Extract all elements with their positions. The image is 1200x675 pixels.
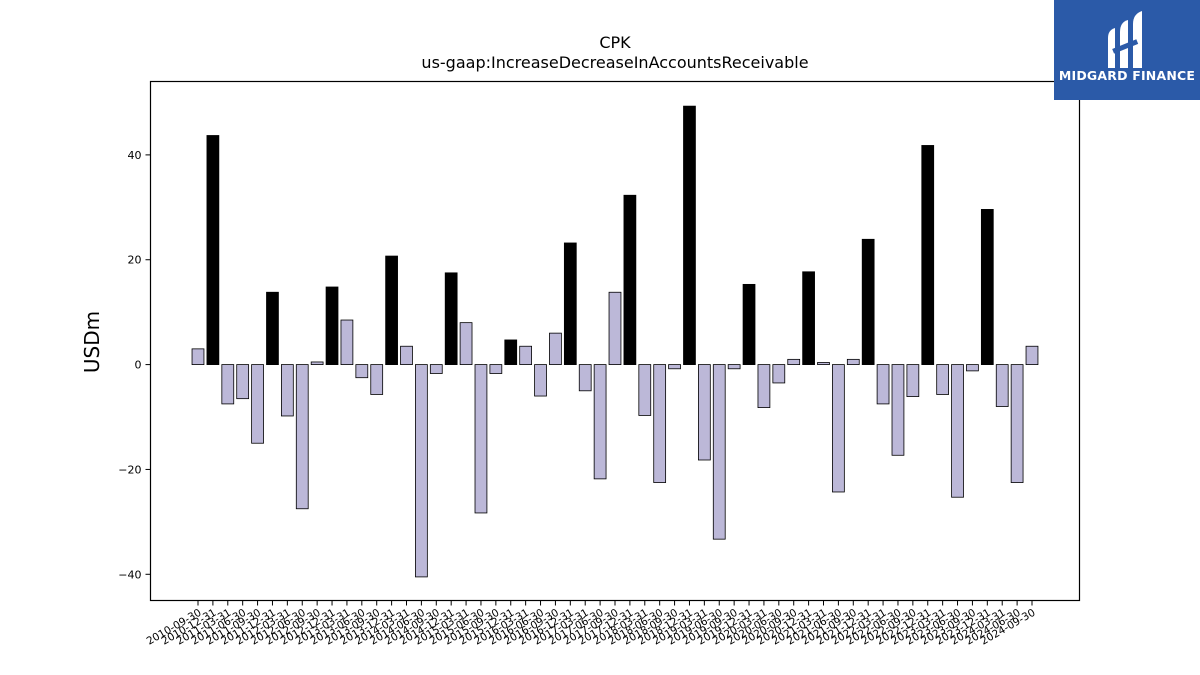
bar-2016-03-31: [519, 345, 533, 365]
bar-2019-09-30: [727, 364, 741, 370]
bar-2018-12-31: [683, 105, 696, 365]
bar-2014-06-30: [415, 364, 428, 578]
bar-2021-09-30: [846, 358, 860, 365]
bar-2012-12-31: [325, 286, 339, 365]
chart-subtitle: us-gaap:IncreaseDecreaseInAccountsReceiv…: [421, 53, 808, 72]
bar-2012-03-31: [280, 364, 294, 417]
bar-2016-06-30: [534, 364, 547, 397]
y-tick-label: −40: [118, 568, 141, 581]
bar-2018-09-30: [668, 364, 681, 370]
bar-2011-12-31: [266, 291, 279, 365]
bar-2015-12-31: [504, 339, 518, 365]
bar-2023-06-30: [951, 364, 964, 498]
bar-2019-06-30: [712, 364, 726, 540]
bar-2024-09-30: [1025, 345, 1039, 365]
bar-2011-03-31: [221, 364, 235, 405]
bar-2014-03-31: [400, 345, 413, 365]
bar-2012-06-30: [295, 364, 309, 510]
bar-2024-03-31: [995, 364, 1009, 407]
bar-2022-12-31: [921, 145, 935, 365]
bar-2014-12-31: [444, 272, 458, 365]
bar-2019-03-31: [698, 364, 711, 461]
x-axis: 2010-09-302010-12-312011-03-312011-06-30…: [145, 600, 1038, 648]
y-tick-label: 40: [128, 149, 142, 162]
bar-2011-06-30: [236, 364, 250, 400]
bar-2023-12-31: [980, 209, 994, 365]
bar-2020-03-31: [757, 364, 771, 408]
bar-2016-09-30: [549, 332, 562, 365]
plot-frame: [149, 80, 1081, 602]
bar-2015-06-30: [474, 364, 488, 514]
bar-2013-06-30: [355, 364, 369, 379]
bar-2017-03-31: [578, 364, 592, 392]
bar-2014-09-30: [429, 364, 443, 374]
bar-2021-03-31: [817, 362, 830, 365]
bar-2018-03-31: [638, 364, 652, 416]
bar-2013-12-31: [385, 255, 398, 365]
y-tick-label: 20: [128, 254, 142, 267]
bar-2020-12-31: [802, 271, 815, 365]
bar-2010-12-31: [206, 135, 220, 365]
bar-2023-03-31: [936, 364, 950, 395]
bar-2018-06-30: [653, 364, 667, 483]
bar-2013-09-30: [370, 364, 384, 395]
bar-2021-06-30: [832, 364, 845, 493]
brand-mark-icon: [1108, 11, 1142, 68]
bar-2017-12-31: [623, 194, 637, 365]
bar-2023-09-30: [966, 364, 979, 372]
bar-2022-06-30: [891, 364, 905, 456]
bars-layer: [191, 105, 1039, 578]
bar-2011-09-30: [251, 364, 264, 444]
y-axis: −40 −20 0 20 40: [118, 149, 151, 581]
bar-2013-03-31: [340, 319, 354, 365]
bar-2016-12-31: [563, 242, 577, 365]
chart-title: CPK: [599, 33, 631, 52]
bar-2022-03-31: [876, 364, 890, 405]
bar-2015-03-31: [459, 322, 473, 365]
bar-2022-09-30: [906, 364, 920, 397]
bar-2010-09-30: [191, 348, 205, 365]
bar-2024-06-30: [1010, 364, 1024, 483]
bar-2021-12-31: [861, 238, 875, 365]
brand-name: MIDGARD FINANCE: [1058, 68, 1196, 83]
bar-2020-06-30: [772, 364, 786, 384]
y-axis-label: USDm: [80, 311, 104, 373]
bar-2019-12-31: [742, 283, 756, 365]
y-tick-label: 0: [135, 359, 142, 372]
y-tick-label: −20: [118, 463, 141, 476]
bar-2017-09-30: [608, 291, 622, 365]
bar-2015-09-30: [489, 364, 503, 374]
brand-logo: MIDGARD FINANCE: [1054, 0, 1200, 100]
bar-2017-06-30: [593, 364, 607, 480]
bar-2012-09-30: [310, 361, 324, 365]
bar-2020-09-30: [787, 358, 801, 365]
